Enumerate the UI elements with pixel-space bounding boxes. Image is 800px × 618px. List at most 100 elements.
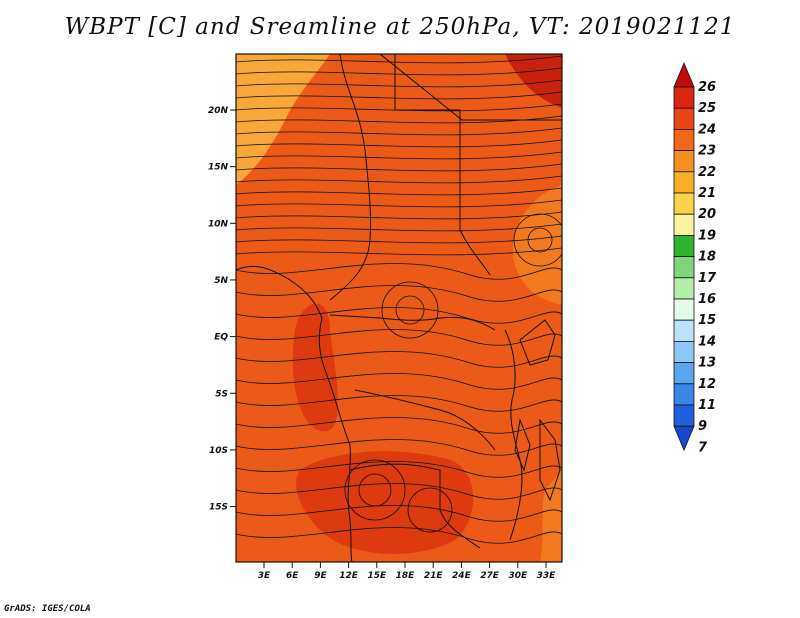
colorbar-swatch: [673, 150, 695, 173]
colorbar-swatch: [673, 234, 695, 257]
colorbar-swatch: [673, 340, 695, 363]
colorbar-label: 7: [698, 440, 708, 455]
colorbar-label: 25: [698, 101, 716, 116]
latitude-axis: 20N 15N 10N 5N EQ 5S 10S 15S: [208, 106, 236, 513]
field-orange-southeast: [540, 470, 562, 562]
lat-tick-label: 15S: [209, 503, 228, 513]
lat-tick-label: 5S: [215, 389, 228, 399]
lon-tick-label: 15E: [367, 571, 387, 581]
colorbar-label: 21: [698, 186, 716, 201]
border-niger-chad: [329, 54, 372, 301]
colorbar-swatch: [673, 256, 695, 279]
streamline: [236, 79, 562, 88]
colorbar-swatch: [673, 213, 695, 236]
lon-tick-label: 21E: [424, 571, 444, 581]
colorbar-swatch: [673, 277, 695, 300]
streamline: [236, 483, 562, 500]
streamline-vortex: [527, 227, 553, 253]
colorbar-swatch: [673, 128, 695, 151]
border-libya-egypt: [379, 54, 562, 121]
streamline-vortex: [513, 213, 562, 267]
streamline: [236, 461, 562, 478]
border-zambia-namibia: [349, 463, 481, 549]
streamline-vortex: [381, 281, 439, 339]
colorbar-label: 23: [698, 144, 716, 159]
streamline: [236, 139, 562, 148]
streamline-vortex: [395, 295, 425, 325]
colorbar-swatch: [673, 383, 695, 406]
colorbar-label: 12: [698, 377, 716, 392]
streamline: [236, 67, 562, 76]
coastline-west: [236, 265, 353, 562]
colorbar-label: 18: [698, 250, 716, 265]
streamline-vortex: [358, 473, 392, 507]
streamline: [236, 187, 562, 196]
border-drc-angola: [354, 389, 496, 451]
streamline: [236, 527, 562, 544]
colorbar-label: 22: [698, 165, 716, 180]
streamline-vortex: [344, 459, 406, 521]
border-great-lakes: [504, 329, 523, 541]
colorbar-swatch: [673, 362, 695, 385]
lon-tick-label: 27E: [480, 571, 500, 581]
colorbar-swatch: [673, 298, 695, 321]
streamline: [236, 505, 562, 522]
lon-tick-label: 12E: [339, 571, 359, 581]
lon-tick-label: 9E: [314, 571, 327, 581]
lat-tick-label: 20N: [208, 106, 229, 116]
streamline: [236, 151, 562, 160]
colorbar-swatch: [673, 319, 695, 342]
streamline: [236, 103, 562, 112]
field-red-congo: [292, 303, 338, 432]
streamline: [236, 55, 562, 64]
colorbar-label: 20: [698, 207, 716, 222]
lon-tick-label: 33E: [537, 571, 557, 581]
colorbar-label: 16: [698, 292, 716, 307]
lon-tick-label: 24E: [452, 571, 472, 581]
colorbar-swatch: [673, 192, 695, 215]
colorbar-label: 26: [698, 80, 716, 95]
streamline: [236, 263, 562, 280]
streamline: [236, 199, 562, 208]
colorbar-swatch: [673, 404, 695, 427]
colorbar-label: 24: [698, 122, 716, 137]
streamline: [236, 307, 562, 324]
streamline: [236, 373, 562, 390]
streamline: [236, 439, 562, 456]
field-orange-nw: [236, 54, 330, 185]
colorbar-swatch: [673, 86, 695, 109]
lon-tick-label: 3E: [258, 571, 271, 581]
lon-tick-label: 18E: [396, 571, 416, 581]
colorbar-label: 19: [698, 228, 716, 243]
streamline: [236, 285, 562, 302]
colorbar: 26 25 24 23 22 21 20 19 18 17 16 15 14 13 12 11 9 7: [673, 61, 717, 455]
streamline: [236, 223, 562, 232]
lake-tanganyika: [514, 418, 531, 472]
colorbar-label: 14: [698, 334, 716, 349]
border-car-congo: [329, 314, 496, 331]
streamline: [236, 163, 562, 172]
colorbar-label: 13: [698, 356, 716, 371]
colorbar-label: 9: [698, 419, 707, 434]
lat-tick-label: 5N: [214, 276, 228, 286]
colorbar-top-arrow: [673, 61, 695, 88]
field-darkred-ne: [505, 54, 562, 108]
lon-tick-label: 6E: [286, 571, 299, 581]
country-borders: [236, 54, 562, 562]
streamline: [236, 329, 562, 346]
map-area: [236, 54, 562, 562]
lat-tick-label: 15N: [208, 163, 229, 173]
longitude-axis: 3E 6E 9E 12E 15E 18E 21E 24E 27E 30E 33E: [258, 562, 556, 581]
streamline: [236, 91, 562, 100]
lat-tick-label: 10S: [209, 446, 228, 456]
streamline: [236, 211, 562, 220]
streamline: [236, 247, 562, 256]
lat-tick-label: EQ: [214, 333, 228, 343]
chart-title: WBPT [C] and Sreamline at 250hPa, VT: 20…: [64, 14, 736, 40]
colorbar-bottom-arrow: [673, 425, 695, 452]
lake-victoria: [519, 319, 556, 366]
streamline: [236, 351, 562, 368]
lake-malawi: [539, 418, 561, 502]
streamline: [236, 127, 562, 136]
